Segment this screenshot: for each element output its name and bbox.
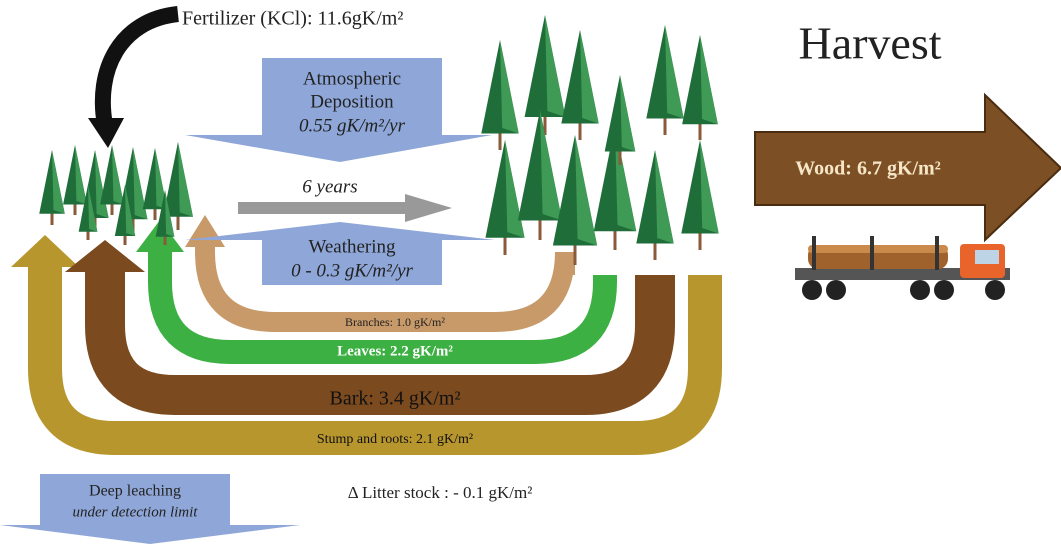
tree-trunk	[163, 234, 167, 245]
fertilizer-label: Fertilizer (KCl): 11.6gK/m²	[182, 8, 403, 30]
residue-arrowhead	[11, 235, 79, 267]
weathering-value: 0 - 0.3 gK/m²/yr	[291, 260, 413, 281]
tree-trunk	[123, 233, 127, 245]
deposition-title: Atmospheric	[303, 68, 401, 89]
tree-crown	[500, 40, 519, 134]
leaching-arrow	[0, 474, 300, 544]
tree-trunk	[543, 111, 547, 135]
tree-crown	[133, 147, 148, 220]
fertilizer-arrow	[94, 6, 180, 127]
wood-label: Wood: 6.7 gK/m²	[795, 158, 940, 180]
tree-crown	[700, 140, 719, 234]
leaching-value: under detection limit	[73, 504, 199, 520]
tree-trunk	[498, 128, 502, 150]
deposition-value: 0.55 gK/m²/yr	[299, 115, 406, 136]
tree-crown	[575, 135, 598, 246]
tree-crown	[165, 190, 175, 237]
tree-trunk	[503, 232, 507, 255]
tree-trunk	[618, 147, 622, 165]
tree-crown	[178, 142, 193, 217]
tree-trunk	[653, 238, 657, 260]
tree-trunk	[698, 228, 702, 250]
duration-arrow	[238, 202, 408, 214]
truck	[795, 236, 1010, 300]
residue-arc	[195, 245, 575, 332]
residue-arrowhead	[185, 215, 225, 247]
weathering-title: Weathering	[308, 236, 396, 257]
tree-trunk	[131, 215, 135, 232]
harvest-title: Harvest	[798, 18, 941, 69]
tree-crown	[655, 150, 674, 244]
tree-crown	[155, 148, 168, 210]
residue-label: Branches: 1.0 gK/m²	[345, 315, 445, 329]
fertilizer-arrowhead	[88, 118, 124, 148]
tree-crown	[540, 110, 563, 221]
tree-trunk	[176, 212, 180, 230]
tree-crown	[545, 15, 566, 117]
deposition-arrow	[185, 58, 492, 162]
tree-trunk	[698, 119, 702, 140]
leaching-title: Deep leaching	[89, 483, 181, 500]
tree-trunk	[73, 201, 77, 215]
tree-trunk	[573, 239, 577, 265]
tree-crown	[88, 185, 98, 232]
deposition-title: Deposition	[310, 91, 394, 112]
tree-crown	[665, 25, 684, 119]
weathering-arrow	[185, 222, 495, 285]
tree-crown	[505, 140, 525, 238]
tree-crown	[112, 145, 124, 205]
tree-trunk	[153, 205, 157, 220]
tree-crown	[52, 150, 65, 214]
tree-crown	[75, 145, 87, 205]
wood-arrow	[754, 92, 1061, 243]
duration-arrowhead	[405, 194, 452, 222]
tree-trunk	[578, 118, 582, 140]
tree-trunk	[50, 210, 54, 225]
tree-trunk	[86, 229, 90, 240]
tree-crown	[620, 75, 636, 152]
trees	[39, 15, 719, 265]
residue-label: Bark: 3.4 gK/m²	[330, 388, 461, 410]
tree-trunk	[110, 201, 114, 215]
residue-arc	[28, 265, 722, 455]
residue-label: Stump and roots: 2.1 gK/m²	[317, 432, 473, 447]
tree-crown	[700, 35, 718, 125]
tree-crown	[580, 30, 599, 124]
residue-arrowhead	[65, 240, 145, 272]
residue-label: Leaves: 2.2 gK/m²	[337, 343, 453, 359]
duration-label: 6 years	[302, 176, 357, 197]
tree-trunk	[663, 113, 667, 135]
tree-crown	[125, 185, 136, 236]
residue-arc	[85, 270, 675, 415]
litter-label: Δ Litter stock : - 0.1 gK/m²	[348, 483, 533, 502]
tree-trunk	[613, 225, 617, 250]
tree-trunk	[538, 214, 542, 240]
residue-arc	[148, 250, 617, 364]
